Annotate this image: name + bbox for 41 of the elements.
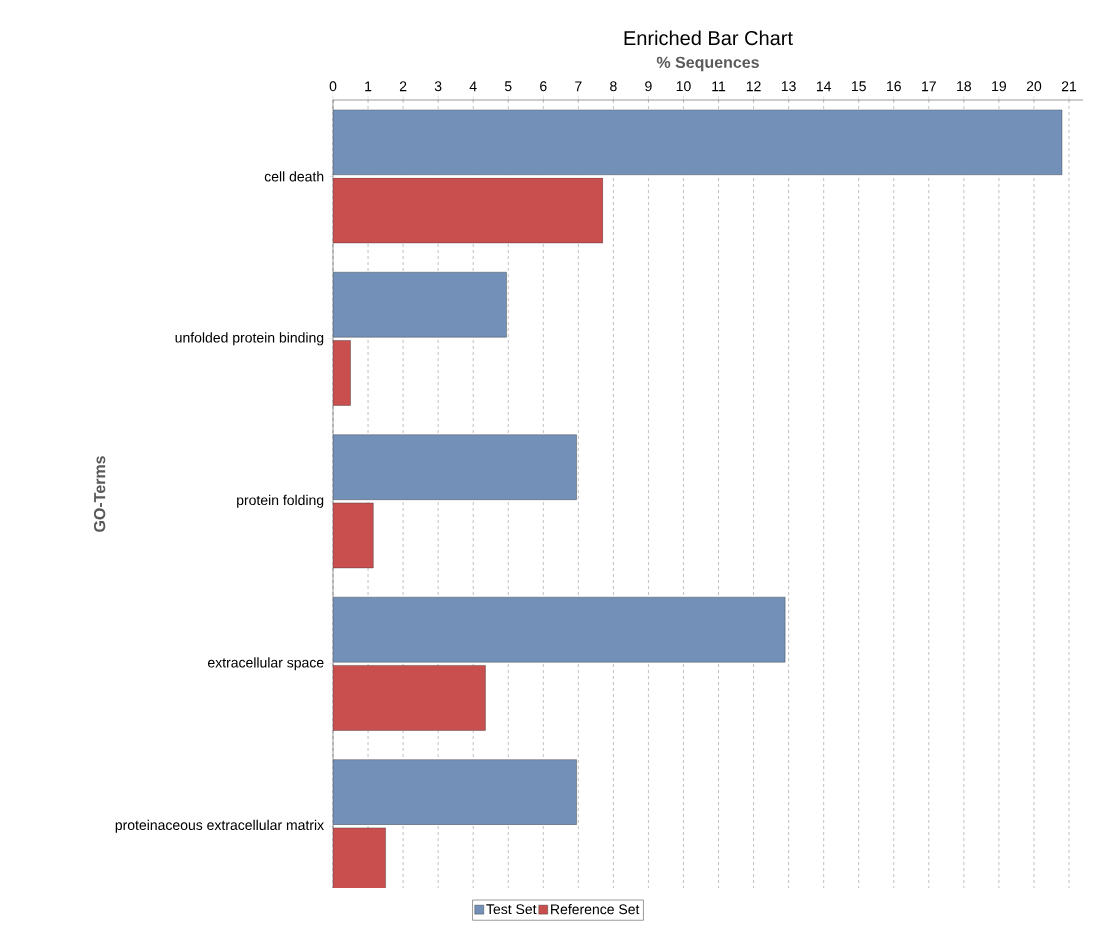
x-tick-label: 6 [540, 81, 547, 92]
bar [333, 340, 351, 406]
bar [333, 596, 786, 663]
x-tick-label: 19 [992, 81, 1007, 92]
y-tick-label: unfolded protein binding [175, 332, 324, 346]
x-tick-label: 21 [1061, 81, 1077, 92]
x-tick-label: 20 [1026, 81, 1042, 92]
x-tick-label: 1 [365, 81, 372, 92]
y-tick-label: cell death [264, 171, 324, 182]
x-tick-label: 4 [469, 81, 477, 92]
x-tick-label: 2 [399, 81, 407, 92]
x-tick-label: 0 [329, 81, 337, 92]
x-tick-label: 17 [922, 81, 936, 92]
x-tick-label: 18 [957, 81, 972, 92]
bar [333, 665, 486, 731]
x-tick-label: 9 [645, 81, 652, 92]
y-tick-label: extracellular space [208, 657, 324, 671]
x-tick-label: 7 [575, 81, 582, 92]
chart-title: Enriched Bar Chart [624, 30, 793, 46]
x-tick-label: 11 [712, 81, 726, 92]
x-tick-label: 5 [504, 81, 512, 92]
y-tick-label: proteinaceous extracellular matrix [115, 819, 324, 833]
legend-label: Test Set [486, 904, 537, 915]
bar [333, 177, 604, 244]
y-tick-label: protein folding [237, 494, 324, 508]
x-tick-label: 12 [746, 81, 761, 92]
x-tick-label: 14 [816, 81, 832, 92]
x-tick-label: 15 [851, 81, 866, 92]
x-tick-label: 3 [434, 81, 442, 92]
x-tick-label: 10 [676, 81, 691, 92]
bar [333, 502, 374, 569]
x-axis-title: % Sequences [656, 56, 759, 72]
y-axis-title: GO-Terms [93, 456, 106, 532]
legend-label: Reference Set [551, 904, 640, 915]
x-tick-label: 13 [781, 81, 796, 92]
bar [333, 109, 1063, 175]
bar [333, 272, 507, 338]
bar [333, 759, 577, 825]
x-tick-label: 8 [610, 81, 617, 92]
bar [333, 434, 577, 500]
x-tick-label: 16 [887, 81, 901, 92]
